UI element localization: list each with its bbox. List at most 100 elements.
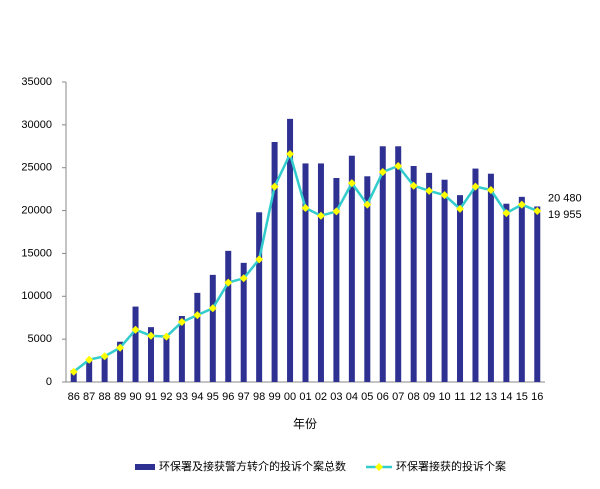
x-tick-label: 12 (469, 391, 481, 403)
marker (116, 343, 125, 352)
bar (225, 250, 232, 382)
marker (486, 186, 495, 194)
bar (271, 142, 278, 382)
bar (487, 173, 494, 382)
bar (163, 334, 170, 382)
value-label: 20 480 (548, 192, 582, 204)
bar (317, 163, 324, 382)
x-tick-label: 11 (454, 391, 465, 403)
y-tick-label: 30000 (21, 119, 52, 131)
x-tick-label: 13 (485, 391, 497, 403)
x-tick-label: 96 (222, 391, 234, 403)
marker (85, 355, 94, 364)
x-tick-label: 97 (238, 391, 250, 403)
marker (131, 325, 140, 334)
x-tick-label: 91 (145, 391, 157, 403)
bar (503, 203, 510, 382)
y-tick-label: 0 (46, 376, 52, 388)
marker (425, 186, 434, 195)
bar (209, 274, 216, 382)
x-tick-label: 87 (83, 391, 95, 403)
x-tick-label: 86 (68, 391, 80, 403)
marker (347, 179, 356, 188)
x-tick-label: 88 (99, 391, 111, 403)
legend-label: 环保署及接获警方转介的投诉个案总数 (159, 459, 346, 473)
marker (224, 278, 233, 287)
bar (117, 341, 124, 382)
bar (101, 356, 108, 382)
legend-label: 环保署接获的投诉个案 (396, 459, 506, 473)
marker (440, 191, 449, 200)
bar (132, 306, 139, 382)
marker (162, 332, 171, 341)
bar (302, 163, 309, 382)
legend-swatch (135, 464, 155, 470)
x-tick-label: 14 (500, 391, 512, 403)
x-tick-label: 15 (516, 391, 528, 403)
value-label: 19 955 (548, 209, 582, 221)
bar (147, 327, 154, 382)
x-tick-label: 93 (176, 391, 188, 403)
y-tick-label: 25000 (21, 162, 52, 174)
bar (178, 316, 185, 382)
x-tick-label: 06 (377, 391, 389, 403)
marker (208, 304, 217, 313)
x-tick-label: 08 (408, 391, 420, 403)
bar (256, 212, 263, 382)
bar (70, 370, 77, 382)
marker (517, 200, 526, 209)
bar (86, 359, 93, 382)
marker (301, 204, 310, 212)
marker (255, 255, 264, 264)
x-tick-label: 10 (438, 391, 450, 403)
bar (333, 178, 340, 382)
x-tick-label: 98 (253, 391, 265, 403)
y-tick-label: 15000 (21, 247, 52, 259)
bar (364, 176, 371, 382)
y-tick-label: 20000 (21, 204, 52, 216)
bar (348, 155, 355, 382)
marker (100, 352, 109, 361)
marker (409, 181, 418, 190)
marker (193, 311, 202, 320)
bar (534, 206, 541, 382)
x-tick-label: 02 (315, 391, 327, 403)
x-tick-label: 09 (423, 391, 435, 403)
marker (146, 331, 155, 340)
x-tick-label: 07 (392, 391, 404, 403)
marker (239, 274, 248, 283)
x-tick-label: 92 (160, 391, 172, 403)
bar (457, 195, 464, 382)
y-tick-label: 35000 (21, 76, 52, 88)
bar (441, 179, 448, 382)
marker (378, 168, 387, 176)
marker (394, 162, 403, 170)
bar (518, 196, 525, 382)
bar (410, 166, 417, 382)
x-tick-label: 01 (299, 391, 311, 403)
x-tick-label: 16 (531, 391, 543, 403)
x-tick-label: 04 (346, 391, 358, 403)
x-tick-label: 99 (268, 391, 280, 403)
marker (270, 182, 279, 191)
bar (240, 262, 247, 382)
x-tick-label: 00 (284, 391, 296, 403)
marker (363, 200, 372, 209)
x-tick-label: 94 (191, 391, 203, 403)
y-tick-label: 10000 (21, 290, 52, 302)
marker (502, 209, 511, 218)
x-axis-title: 年份 (293, 417, 317, 431)
x-tick-label: 03 (330, 391, 342, 403)
marker (332, 207, 341, 216)
x-tick-label: 89 (114, 391, 126, 403)
marker (316, 211, 325, 220)
bar (426, 172, 433, 382)
y-tick-label: 5000 (28, 333, 52, 345)
bar (395, 146, 402, 382)
legend-marker (375, 463, 383, 471)
bar (194, 292, 201, 382)
x-tick-label: 90 (129, 391, 141, 403)
marker (286, 150, 295, 158)
bar (472, 168, 479, 382)
